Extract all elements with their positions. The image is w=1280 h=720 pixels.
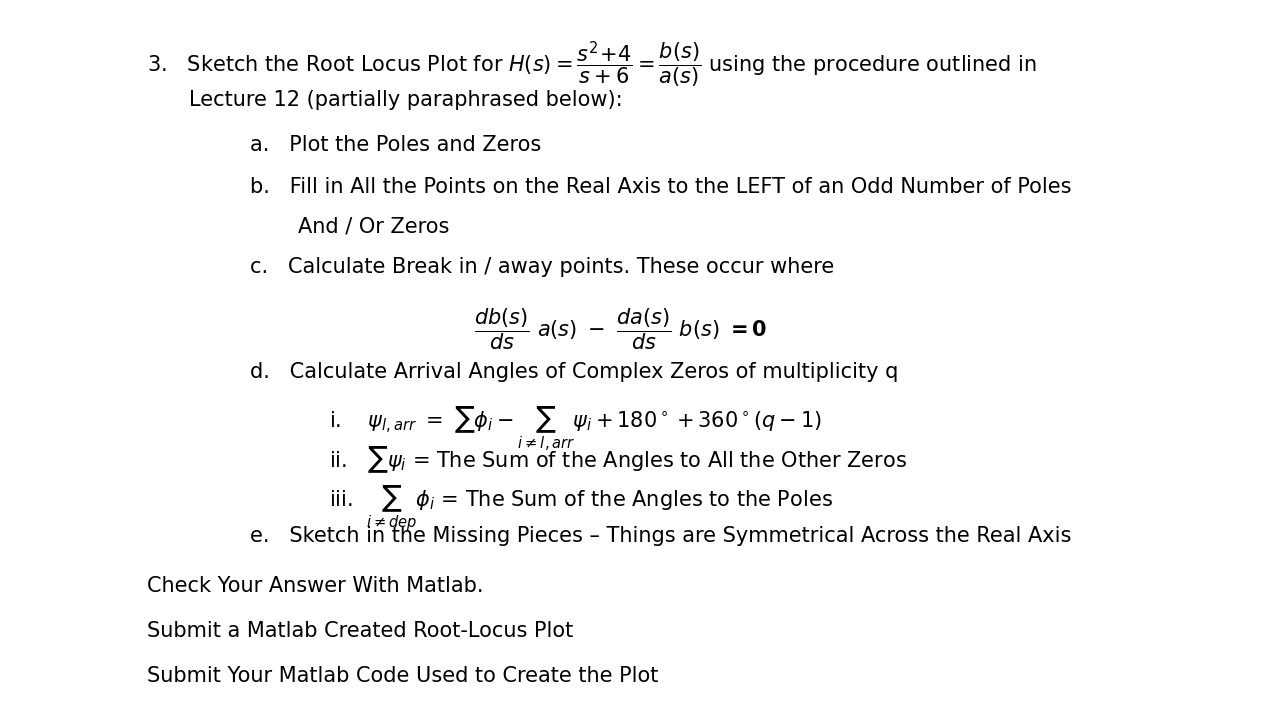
Text: Submit a Matlab Created Root-Locus Plot: Submit a Matlab Created Root-Locus Plot <box>147 621 573 641</box>
Text: a.   Plot the Poles and Zeros: a. Plot the Poles and Zeros <box>250 135 541 155</box>
Text: Check Your Answer With Matlab.: Check Your Answer With Matlab. <box>147 576 484 596</box>
Text: $\dfrac{db(s)}{ds}\ a(s)\ -\ \dfrac{da(s)}{ds}\ b(s)\ \mathbf{= 0}$: $\dfrac{db(s)}{ds}\ a(s)\ -\ \dfrac{da(s… <box>474 306 767 351</box>
Text: e.   Sketch in the Missing Pieces – Things are Symmetrical Across the Real Axis: e. Sketch in the Missing Pieces – Things… <box>250 526 1071 546</box>
Text: c.   Calculate Break in / away points. These occur where: c. Calculate Break in / away points. The… <box>250 257 833 277</box>
Text: 3.   Sketch the Root Locus Plot for $H(s) = \dfrac{s^2\!+\!4}{s+6} = \dfrac{b(s): 3. Sketch the Root Locus Plot for $H(s) … <box>147 40 1037 90</box>
Text: d.   Calculate Arrival Angles of Complex Zeros of multiplicity q: d. Calculate Arrival Angles of Complex Z… <box>250 362 899 382</box>
Text: b.   Fill in All the Points on the Real Axis to the LEFT of an Odd Number of Pol: b. Fill in All the Points on the Real Ax… <box>250 177 1071 197</box>
Text: And / Or Zeros: And / Or Zeros <box>298 216 449 236</box>
Text: ii.   $\sum\psi_i$ = The Sum of the Angles to All the Other Zeros: ii. $\sum\psi_i$ = The Sum of the Angles… <box>329 444 908 475</box>
Text: i.    $\psi_{l,arr}\ =\ \sum\phi_i - \sum_{i\neq l,arr}\psi_i + 180^\circ + 360^: i. $\psi_{l,arr}\ =\ \sum\phi_i - \sum_{… <box>329 405 822 454</box>
Text: Lecture 12 (partially paraphrased below):: Lecture 12 (partially paraphrased below)… <box>189 90 623 110</box>
Text: Submit Your Matlab Code Used to Create the Plot: Submit Your Matlab Code Used to Create t… <box>147 666 659 686</box>
Text: iii.  $\sum_{i\neq dep}\phi_i$ = The Sum of the Angles to the Poles: iii. $\sum_{i\neq dep}\phi_i$ = The Sum … <box>329 484 833 533</box>
